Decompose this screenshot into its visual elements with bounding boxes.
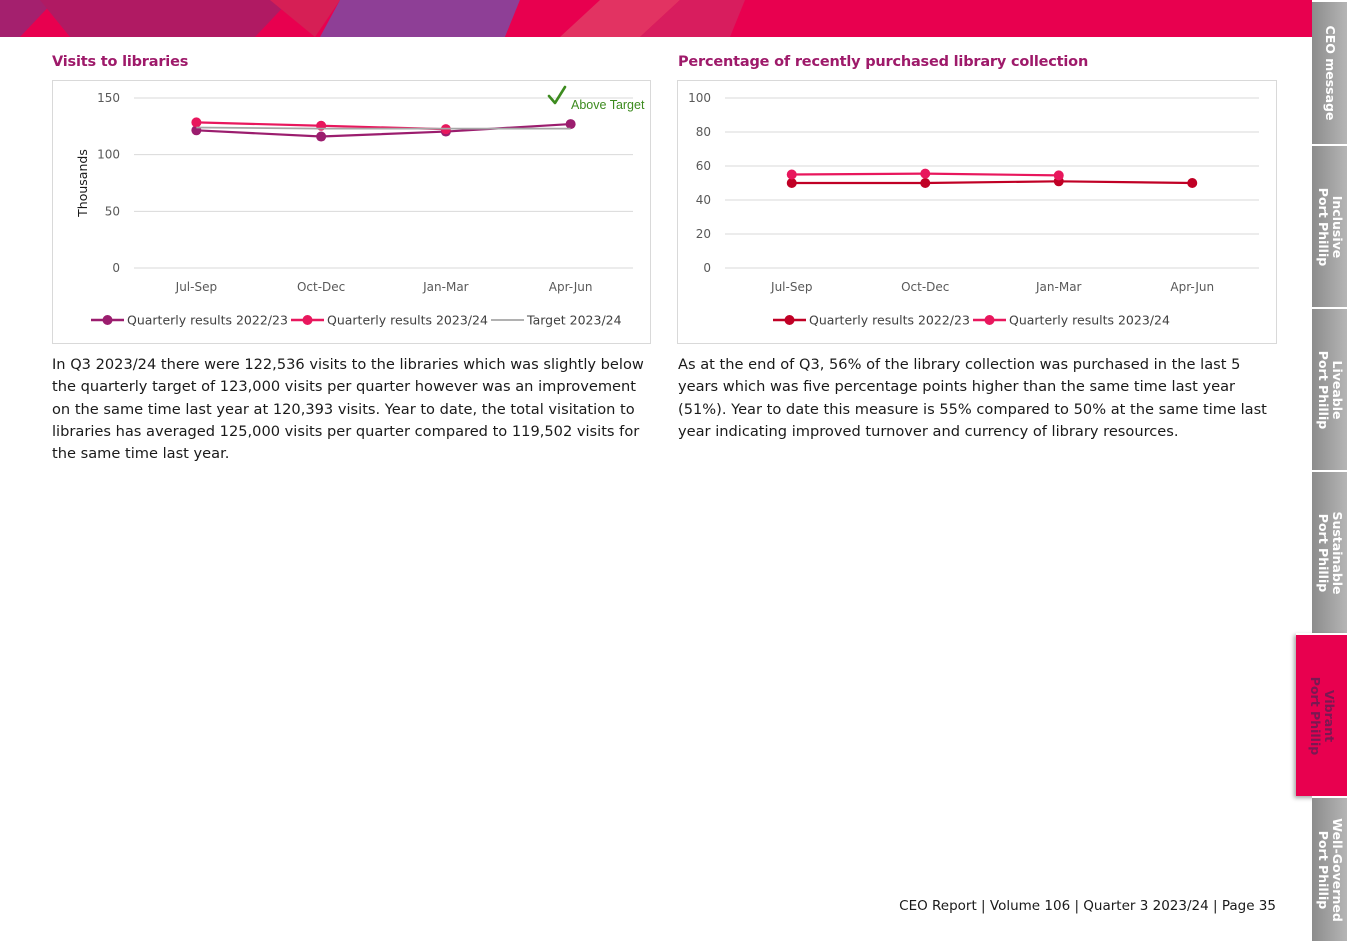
legend-entry: Quarterly results 2023/24 <box>1009 313 1170 328</box>
series-line-1 <box>791 180 1193 185</box>
tab-label: Port Phillip <box>1315 350 1331 429</box>
page-footer: CEO Report | Volume 106 | Quarter 3 2023… <box>899 898 1276 914</box>
y-tick-label: 100 <box>97 148 120 162</box>
side-tabs: CEO message Inclusive Port Phillip Livea… <box>1296 0 1347 941</box>
chart-visits-svg: 0 50 100 150 Jul-Sep Oct-Dec Jan-Mar Apr-Jun Tho… <box>75 85 645 328</box>
y-tick-label: 60 <box>696 159 711 173</box>
data-point <box>786 178 797 188</box>
legend-entry: Quarterly results 2023/24 <box>327 313 488 328</box>
tab-sustainable[interactable]: Sustainable Port Phillip <box>1312 470 1347 633</box>
tab-label: Well-Governed <box>1329 817 1345 922</box>
y-tick-label: 40 <box>696 193 711 207</box>
paragraph-visits: In Q3 2023/24 there were 122,536 visits … <box>52 356 644 463</box>
x-tick-label: Jul-Sep <box>175 280 217 294</box>
y-tick-label: 0 <box>703 261 711 275</box>
tab-label: Port Phillip <box>1315 830 1331 909</box>
x-tick-label: Oct-Dec <box>901 280 949 294</box>
legend-swatch-marker <box>784 315 795 325</box>
series-line-3 <box>196 126 571 130</box>
banner-shapes-icon <box>0 0 1312 37</box>
tab-well-governed[interactable]: Well-Governed Port Phillip <box>1312 796 1347 941</box>
tab-inclusive[interactable]: Inclusive Port Phillip <box>1312 144 1347 307</box>
data-point <box>920 168 931 179</box>
tab-label: Vibrant <box>1321 689 1337 742</box>
tab-label: Inclusive <box>1329 195 1345 258</box>
tab-liveable[interactable]: Liveable Port Phillip <box>1312 307 1347 470</box>
tab-vibrant[interactable]: Vibrant Port Phillip <box>1296 633 1347 796</box>
chart-collection: 0 20 40 60 80 100 Jul-Sep Oct-Dec Jan-Mar Apr-Jun… <box>677 80 1277 344</box>
data-point <box>316 131 327 142</box>
data-point <box>786 169 797 180</box>
data-point <box>920 178 931 188</box>
x-tick-label: Jul-Sep <box>770 280 812 294</box>
tab-label: Port Phillip <box>1307 676 1323 755</box>
tab-label: CEO message <box>1322 25 1338 121</box>
tab-label: Port Phillip <box>1315 513 1331 592</box>
data-point <box>1187 178 1198 188</box>
data-point <box>191 117 202 128</box>
data-point <box>565 119 576 130</box>
y-tick-label: 150 <box>97 91 120 105</box>
x-tick-label: Jan-Mar <box>1035 280 1082 294</box>
section-title-visits: Visits to libraries <box>52 54 189 70</box>
tab-label: Port Phillip <box>1315 187 1331 266</box>
x-tick-label: Apr-Jun <box>549 280 593 294</box>
legend-swatch-marker <box>984 315 995 325</box>
legend-swatch-marker <box>102 315 113 325</box>
data-point <box>1053 170 1064 181</box>
section-title-collection: Percentage of recently purchased library… <box>678 54 1089 70</box>
legend-swatch-marker <box>302 315 313 325</box>
legend-entry: Quarterly results 2022/23 <box>809 313 970 328</box>
tab-label: Sustainable <box>1329 510 1345 595</box>
annotation-above-target: Above Target <box>571 98 645 112</box>
top-banner <box>0 0 1312 37</box>
chart-visits: 0 50 100 150 Jul-Sep Oct-Dec Jan-Mar Apr-Jun Tho… <box>52 80 651 344</box>
series-line-1 <box>196 122 571 138</box>
paragraph-collection: As at the end of Q3, 56% of the library … <box>678 356 1267 440</box>
tab-ceo-message[interactable]: CEO message <box>1312 0 1347 144</box>
chart-collection-svg: 0 20 40 60 80 100 Jul-Sep Oct-Dec Jan-Mar Apr-Jun… <box>688 91 1259 328</box>
tab-label: Liveable <box>1329 359 1345 420</box>
legend-entry: Target 2023/24 <box>526 313 622 328</box>
y-tick-label: 20 <box>696 227 711 241</box>
x-tick-label: Apr-Jun <box>1170 280 1214 294</box>
legend-entry: Quarterly results 2022/23 <box>127 313 288 328</box>
check-mark-icon <box>547 85 567 105</box>
y-tick-label: 50 <box>105 204 120 218</box>
x-tick-label: Oct-Dec <box>297 280 345 294</box>
x-tick-label: Jan-Mar <box>422 280 469 294</box>
y-tick-label: 0 <box>112 261 120 275</box>
y-tick-label: 100 <box>688 91 711 105</box>
y-tick-label: 80 <box>696 125 711 139</box>
y-axis-label: Thousands <box>75 149 90 218</box>
